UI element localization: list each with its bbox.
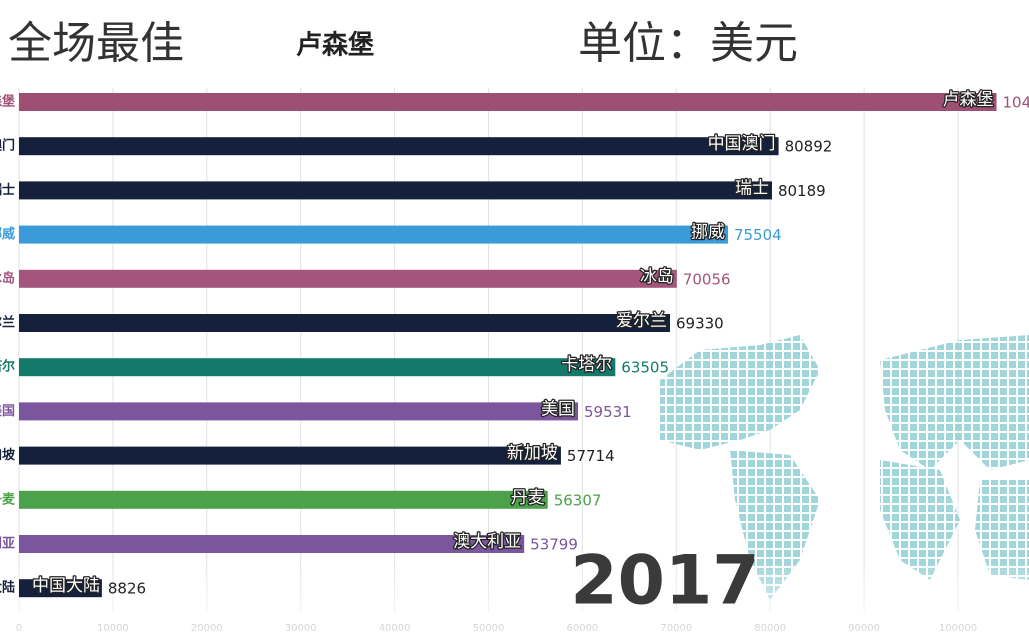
bar bbox=[19, 137, 779, 156]
value-label: 8826 bbox=[108, 580, 146, 598]
value-label: 70056 bbox=[683, 270, 731, 288]
y-tick-label: 丹麦 bbox=[0, 491, 16, 507]
y-tick-label: 新加坡 bbox=[0, 447, 16, 463]
y-tick-label: 挪威 bbox=[0, 226, 15, 242]
y-tick-label: 美国 bbox=[0, 403, 15, 419]
bar-name: 中国澳门 bbox=[708, 134, 776, 154]
chart-title: 全场最佳 bbox=[8, 18, 184, 69]
y-tick-label: 澳大利亚 bbox=[0, 536, 15, 552]
y-tick-label: 卡塔尔 bbox=[0, 359, 15, 375]
bar bbox=[19, 535, 525, 553]
bar bbox=[19, 314, 671, 332]
value-label: 53799 bbox=[530, 536, 578, 554]
bottom-fade bbox=[0, 560, 1029, 643]
bar-name: 澳大利亚 bbox=[453, 532, 521, 552]
year: 2017 bbox=[570, 542, 759, 621]
bar bbox=[19, 358, 616, 377]
value-label: 59531 bbox=[584, 403, 632, 421]
bar-name: 冰岛 bbox=[640, 267, 674, 287]
bar bbox=[19, 269, 677, 288]
bar-name: 爱尔兰 bbox=[616, 311, 667, 331]
y-tick-label: 中国澳门 bbox=[0, 138, 15, 154]
bar bbox=[19, 181, 772, 200]
y-tick-label: 冰岛 bbox=[0, 270, 15, 286]
value-label: 56307 bbox=[554, 491, 602, 509]
y-tick-label: 瑞士 bbox=[0, 182, 15, 198]
bar-name: 中国大陆 bbox=[32, 576, 100, 596]
y-tick-label: 爱尔兰 bbox=[0, 315, 15, 331]
bar-name: 丹麦 bbox=[511, 488, 545, 508]
value-label: 80189 bbox=[778, 182, 826, 200]
bar bbox=[19, 446, 561, 465]
value-label: 80892 bbox=[785, 138, 833, 156]
bar-name: 瑞士 bbox=[735, 178, 769, 198]
y-tick-label: 卢森堡 bbox=[0, 94, 15, 110]
bar bbox=[19, 93, 997, 111]
value-label: 57714 bbox=[567, 447, 615, 465]
bar bbox=[19, 490, 548, 509]
bar-name: 挪威 bbox=[691, 223, 725, 243]
bar bbox=[19, 225, 728, 244]
value-label: 104103 bbox=[1003, 94, 1029, 112]
bar bbox=[19, 579, 102, 598]
value-label: 75504 bbox=[734, 226, 782, 244]
bar-name: 美国 bbox=[541, 399, 575, 419]
y-tick-label: 中国大陆 bbox=[0, 580, 15, 596]
value-label: 69330 bbox=[676, 315, 724, 333]
leader: 卢森堡 bbox=[296, 30, 374, 61]
bar bbox=[19, 402, 578, 421]
bar-name: 新加坡 bbox=[507, 444, 558, 464]
bar-name: 卡塔尔 bbox=[561, 355, 612, 375]
bar-name: 卢森堡 bbox=[943, 90, 994, 110]
unit: 单位：美元 bbox=[578, 18, 798, 69]
value-label: 63505 bbox=[621, 359, 669, 377]
